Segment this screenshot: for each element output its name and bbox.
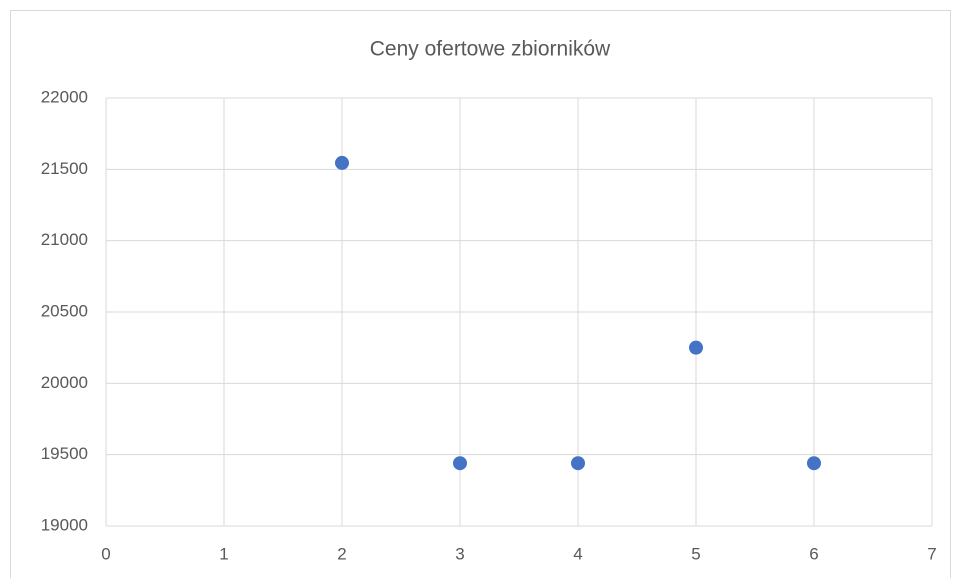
x-tick-label: 4 bbox=[573, 544, 582, 563]
y-tick-label: 19500 bbox=[41, 444, 88, 463]
chart-title: Ceny ofertowe zbiorników bbox=[370, 38, 611, 61]
y-tick-label: 21000 bbox=[41, 230, 88, 249]
x-tick-label: 2 bbox=[337, 544, 346, 563]
x-tick-label: 7 bbox=[927, 544, 936, 563]
x-tick-label: 0 bbox=[101, 544, 110, 563]
x-tick-label: 5 bbox=[691, 544, 700, 563]
y-tick-label: 21500 bbox=[41, 159, 88, 178]
point bbox=[453, 456, 467, 471]
point bbox=[807, 456, 821, 471]
y-tick-label: 19000 bbox=[41, 515, 88, 534]
y-tick-label: 20000 bbox=[41, 373, 88, 392]
y-tick-label: 20500 bbox=[41, 301, 88, 320]
point bbox=[335, 155, 349, 170]
x-tick-label: 1 bbox=[219, 544, 228, 563]
x-tick-label: 6 bbox=[809, 544, 818, 563]
chart-border bbox=[10, 10, 951, 578]
point bbox=[689, 340, 703, 355]
point bbox=[571, 456, 585, 471]
x-tick-label: 3 bbox=[455, 544, 464, 563]
y-tick-label: 22000 bbox=[41, 87, 88, 106]
